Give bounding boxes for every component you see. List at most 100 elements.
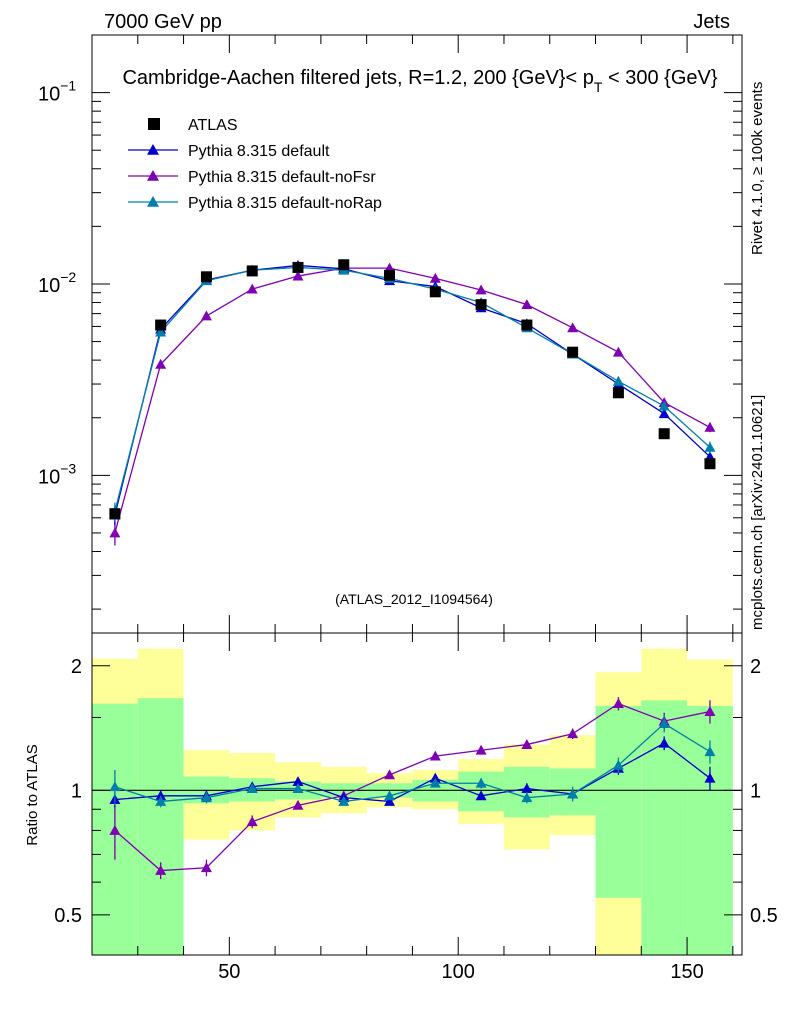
ratio-point-noRap xyxy=(704,746,716,757)
legend-marker-default xyxy=(147,144,159,155)
main-point-data xyxy=(429,286,441,298)
ratio-ytick-label: 2 xyxy=(71,656,82,678)
main-series-default xyxy=(109,259,716,526)
ratio-xtick-label: 100 xyxy=(442,961,475,983)
main-point-data xyxy=(612,387,624,399)
ratio-point-default xyxy=(155,790,167,801)
legend-marker-noRap xyxy=(147,196,159,207)
main-point-noRap xyxy=(155,326,167,337)
ratio-band-inner xyxy=(595,705,642,898)
plot-title-subscript: T xyxy=(594,79,603,95)
main-point-noRap xyxy=(612,375,624,386)
main-point-noFsr xyxy=(292,270,304,281)
ratio-point-default xyxy=(658,737,670,748)
main-point-noFsr xyxy=(475,284,487,295)
ratio-point-noFsr xyxy=(292,799,304,810)
main-point-noRap xyxy=(658,400,670,411)
ratio-point-default xyxy=(704,772,716,783)
main-point-data xyxy=(155,319,167,331)
plot-title-main: Cambridge-Aachen filtered jets, R=1.2, 2… xyxy=(122,67,593,89)
main-ytick-label: 10−2 xyxy=(38,269,76,297)
ratio-point-noFsr xyxy=(384,769,396,780)
ratio-point-noRap xyxy=(658,718,670,728)
ratio-series-noRap xyxy=(109,715,716,808)
main-series-noFsr xyxy=(109,262,716,546)
main-point-noFsr xyxy=(612,346,624,357)
legend-label-noRap: Pythia 8.315 default-noRap xyxy=(188,195,382,212)
main-point-data xyxy=(475,299,487,311)
legend-entry-noRap: Pythia 8.315 default-noRap xyxy=(128,195,382,212)
ratio-point-noRap xyxy=(521,792,533,803)
ratio-point-noRap xyxy=(109,781,121,792)
ratio-point-noRap xyxy=(155,795,167,806)
ratio-ytick-label: 0.5 xyxy=(54,905,82,927)
ratio-ytick-label-right: 2 xyxy=(750,656,761,678)
ratio-point-default xyxy=(521,783,533,793)
legend-entry-noFsr: Pythia 8.315 default-noFsr xyxy=(128,169,376,186)
main-panel-axes: 10−1 10−2 10−3 xyxy=(38,34,742,633)
main-point-noFsr xyxy=(704,421,716,432)
main-ytick-label: 10−1 xyxy=(38,78,76,106)
category-label: Jets xyxy=(693,11,730,33)
rivet-version-label: Rivet 4.1.0, ≥ 100k events xyxy=(749,82,766,255)
ratio-point-noFsr xyxy=(200,862,212,873)
ratio-point-default xyxy=(384,795,396,806)
plot-title-end: < 300 {GeV} xyxy=(602,67,717,89)
main-point-data xyxy=(567,346,579,358)
ratio-panel-bands xyxy=(92,648,742,955)
analysis-label: (ATLAS_2012_I1094564) xyxy=(335,591,493,607)
main-panel-series xyxy=(109,259,716,546)
main-line-noRap xyxy=(114,266,711,512)
legend-marker-noFsr xyxy=(147,170,159,181)
main-point-data xyxy=(109,508,121,520)
main-point-noFsr xyxy=(155,358,167,369)
ratio-point-default xyxy=(292,776,304,786)
legend-label-noFsr: Pythia 8.315 default-noFsr xyxy=(188,169,376,186)
main-point-noFsr xyxy=(200,310,212,321)
main-point-noFsr xyxy=(429,272,441,283)
ratio-point-noRap xyxy=(612,759,624,770)
main-ytick-label: 10−3 xyxy=(38,460,76,488)
ratio-xtick-label: 50 xyxy=(218,961,240,983)
ratio-point-noRap xyxy=(384,790,396,801)
ratio-point-noFsr xyxy=(155,865,167,875)
main-point-data xyxy=(384,269,396,281)
ratio-point-noRap xyxy=(429,777,441,788)
main-series-noRap xyxy=(109,261,716,521)
ratio-line-noFsr xyxy=(114,702,711,872)
main-point-noFsr xyxy=(246,283,258,294)
main-point-data xyxy=(658,428,670,440)
ratio-panel-axes: 2 2 1 1 0.5 0.5 50 100 150 xyxy=(54,633,778,983)
ratio-band-inner xyxy=(137,698,184,955)
ratio-point-noFsr xyxy=(612,698,624,709)
main-point-data xyxy=(521,319,533,331)
main-point-noFsr xyxy=(567,322,579,333)
main-point-noRap xyxy=(704,441,716,452)
main-point-default xyxy=(658,408,670,419)
ratio-point-noRap xyxy=(475,777,487,788)
ratio-point-noFsr xyxy=(429,750,441,761)
main-point-data xyxy=(246,265,258,277)
ratio-point-noRap xyxy=(200,792,212,803)
ratio-point-default xyxy=(429,772,441,783)
ratio-ytick-label-right: 0.5 xyxy=(750,905,778,927)
ratio-ylabel: Ratio to ATLAS xyxy=(24,744,41,845)
legend-label-default: Pythia 8.315 default xyxy=(188,143,330,160)
main-point-data xyxy=(200,271,212,283)
ratio-xtick-label: 150 xyxy=(670,961,703,983)
ratio-point-noRap xyxy=(567,788,579,799)
main-point-noFsr xyxy=(109,527,121,538)
main-point-noFsr xyxy=(521,299,533,310)
ratio-point-noFsr xyxy=(475,744,487,755)
ratio-ytick-label-right: 1 xyxy=(750,780,761,802)
main-line-noFsr xyxy=(114,267,711,534)
ratio-point-noFsr xyxy=(567,728,579,739)
ratio-point-noFsr xyxy=(246,816,258,827)
main-point-data xyxy=(338,259,350,271)
legend-entry-data: ATLAS xyxy=(148,117,238,134)
main-point-data xyxy=(292,261,304,273)
ratio-point-noFsr xyxy=(704,706,716,716)
legend: ATLAS Pythia 8.315 default Pythia 8.315 de… xyxy=(128,117,382,212)
main-point-data xyxy=(704,458,716,470)
